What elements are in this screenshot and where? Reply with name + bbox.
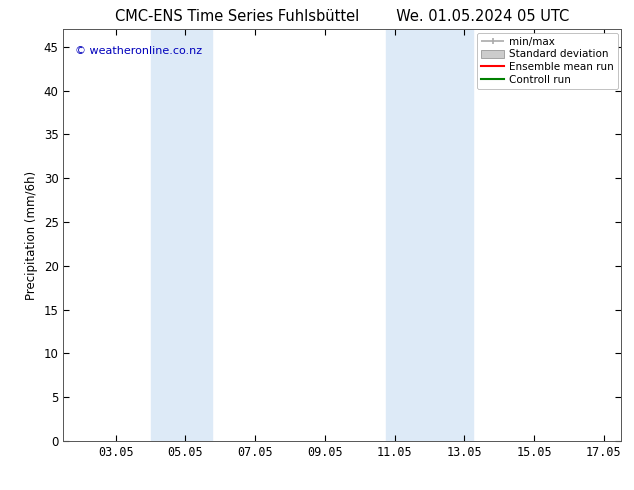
Text: © weatheronline.co.nz: © weatheronline.co.nz — [75, 46, 202, 56]
Bar — [386, 29, 473, 441]
Y-axis label: Precipitation (mm/6h): Precipitation (mm/6h) — [25, 171, 38, 300]
Bar — [150, 29, 212, 441]
Title: CMC-ENS Time Series Fuhlsbüttel        We. 01.05.2024 05 UTC: CMC-ENS Time Series Fuhlsbüttel We. 01.0… — [115, 9, 569, 24]
Legend: min/max, Standard deviation, Ensemble mean run, Controll run: min/max, Standard deviation, Ensemble me… — [477, 32, 618, 89]
